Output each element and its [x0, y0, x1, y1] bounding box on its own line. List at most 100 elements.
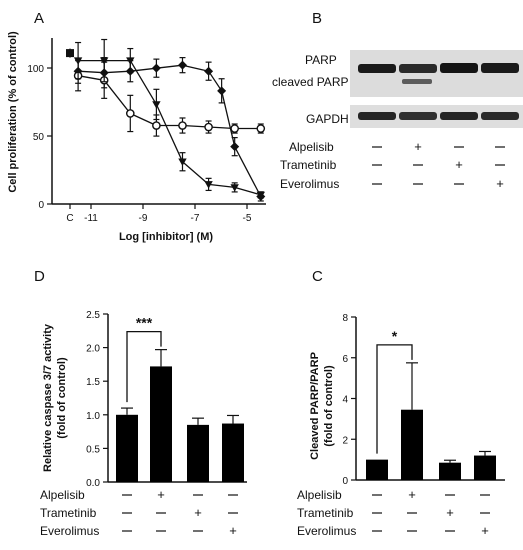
panel-c-ytick-label: 8: [342, 313, 348, 324]
panel-a-point: [217, 86, 227, 96]
panel-a-point: [73, 57, 83, 65]
band-gapdh-lane-2: [399, 112, 437, 120]
band-gapdh-lane-1: [358, 112, 396, 120]
panel-a-point: [152, 121, 161, 130]
panel-b-plus-sign: +: [496, 176, 504, 191]
treatment-label-everolimus: Everolimus: [280, 177, 339, 191]
panel-a-point: [204, 66, 214, 76]
band-gapdh-lane-4: [481, 112, 519, 120]
treatment-label-trametinib: Trametinib: [280, 158, 337, 172]
band-parp-lane-1: [358, 64, 396, 73]
panel-d-ytick-label: 2.5: [86, 310, 100, 321]
panel-b-treatment-signs: + + +: [372, 139, 505, 191]
panel-a-point: [256, 191, 265, 200]
panel-a-point: [230, 184, 239, 192]
band-parp-lane-4: [481, 63, 519, 73]
panel-a-ylabel: Cell proliferation (% of control): [7, 31, 19, 193]
panel-a-point: [126, 57, 135, 65]
panel-c-ytick-label: 6: [342, 354, 348, 365]
panel-d-treatment-label-everolimus: Everolimus: [40, 524, 99, 538]
band-label-cleaved-parp: cleaved PARP: [272, 75, 348, 89]
panel-c-treatment-label-trametinib: Trametinib: [297, 506, 354, 520]
panel-a-point: [178, 121, 187, 130]
panel-b-plus-sign: +: [455, 157, 463, 172]
panel-c-ytick-label: 2: [342, 435, 348, 446]
panel-c-bar: [366, 459, 388, 480]
panel-c-ylabel-line1: Cleaved PARP/PARP: [309, 352, 321, 460]
panel-d-ylabel-line1: Relative caspase 3/7 activity: [42, 323, 54, 472]
panel-a-curve: [78, 59, 261, 196]
band-gapdh-lane-3: [440, 112, 478, 120]
panel-a-point: [204, 122, 213, 132]
panel-a: A Cell proliferation (% of control) Log …: [7, 10, 266, 243]
panel-a-control-point: [66, 49, 74, 58]
panel-a-xtick-label: -5: [243, 213, 252, 224]
panel-d-ytick-label: 2.0: [86, 344, 100, 355]
panel-c-plus-sign: +: [446, 505, 454, 520]
panel-a-ytick-label: 50: [33, 132, 45, 143]
band-parp-lane-2: [399, 64, 437, 73]
panel-a-letter: A: [34, 10, 44, 27]
panel-b: B PARP cleaved PARP GAPDH Alpelisib Tram…: [272, 10, 523, 191]
panel-a-curve: [77, 75, 261, 130]
panel-d-ytick-label: 1.0: [86, 411, 100, 422]
panel-c-ytick-label: 0: [342, 476, 348, 487]
panel-c-letter: C: [312, 268, 323, 285]
panel-a-point: [230, 124, 239, 133]
panel-d-plus-sign: +: [229, 523, 237, 538]
panel-a-ytick-label: 100: [27, 64, 44, 75]
panel-a-point: [256, 124, 266, 133]
panel-a-point: [152, 101, 161, 109]
panel-a-xtick-label: -11: [84, 213, 98, 224]
panel-b-plus-sign: +: [414, 139, 422, 154]
band-label-gapdh: GAPDH: [306, 112, 349, 126]
panel-a-plot-area: [66, 38, 266, 202]
panel-d-bar: [116, 414, 138, 482]
panel-c-plus-sign: +: [481, 523, 489, 538]
panel-c-plus-sign: +: [408, 487, 416, 502]
panel-c: C Cleaved PARP/PARP (fold of control) 0 2…: [297, 268, 505, 538]
panel-c-plot-area: 0 2 4 6 8 * + + +: [342, 313, 496, 538]
panel-d-bar: [222, 423, 244, 482]
panel-d-treatment-label-trametinib: Trametinib: [40, 506, 97, 520]
panel-d-ytick-label: 1.5: [86, 377, 100, 388]
panel-c-significance-label: *: [392, 328, 398, 344]
panel-d-bar: [187, 424, 209, 482]
panel-a-point: [125, 109, 135, 118]
panel-d-ylabel-line2: (fold of control): [56, 357, 68, 439]
panel-c-bar: [401, 409, 423, 480]
panel-a-point: [178, 158, 187, 166]
panel-c-treatment-label-alpelisib: Alpelisib: [297, 488, 342, 502]
panel-a-ytick-label: 0: [38, 200, 44, 211]
panel-c-treatment-label-everolimus: Everolimus: [297, 524, 356, 538]
panel-c-significance-bracket: [376, 344, 413, 454]
panel-d-significance-label: ***: [136, 315, 153, 331]
panel-d-bar: [150, 366, 172, 482]
panel-a-point: [99, 57, 109, 65]
panel-d-significance-bracket: [126, 330, 162, 403]
band-parp-lane-3: [440, 63, 478, 73]
panel-d-ytick-label: 0.0: [86, 478, 100, 489]
panel-c-bar: [474, 455, 496, 480]
panel-a-point: [177, 60, 187, 70]
panel-d-plus-sign: +: [194, 505, 202, 520]
treatment-label-alpelisib: Alpelisib: [289, 140, 334, 154]
panel-a-xtick-label: -9: [139, 213, 148, 224]
panel-c-bar: [439, 462, 461, 480]
panel-c-ytick-label: 4: [342, 395, 348, 406]
panel-c-ylabel-line2: (fold of control): [323, 365, 335, 447]
panel-a-point: [151, 63, 161, 73]
panel-a-point: [204, 181, 213, 189]
western-blot-membrane: [350, 50, 523, 97]
panel-d: D Relative caspase 3/7 activity (fold of…: [34, 268, 247, 538]
panel-a-xlabel: Log [inhibitor] (M): [119, 231, 213, 243]
band-cleaved-parp-lane-2: [402, 79, 432, 84]
panel-b-letter: B: [312, 10, 322, 27]
panel-a-control-label: C: [66, 213, 73, 224]
panel-a-point: [230, 142, 240, 152]
panel-d-plus-sign: +: [157, 487, 165, 502]
panel-d-letter: D: [34, 268, 45, 285]
panel-d-plot-area: 0.0 0.5 1.0 1.5 2.0 2.5 *** + + +: [86, 310, 244, 538]
band-label-parp: PARP: [305, 53, 337, 67]
